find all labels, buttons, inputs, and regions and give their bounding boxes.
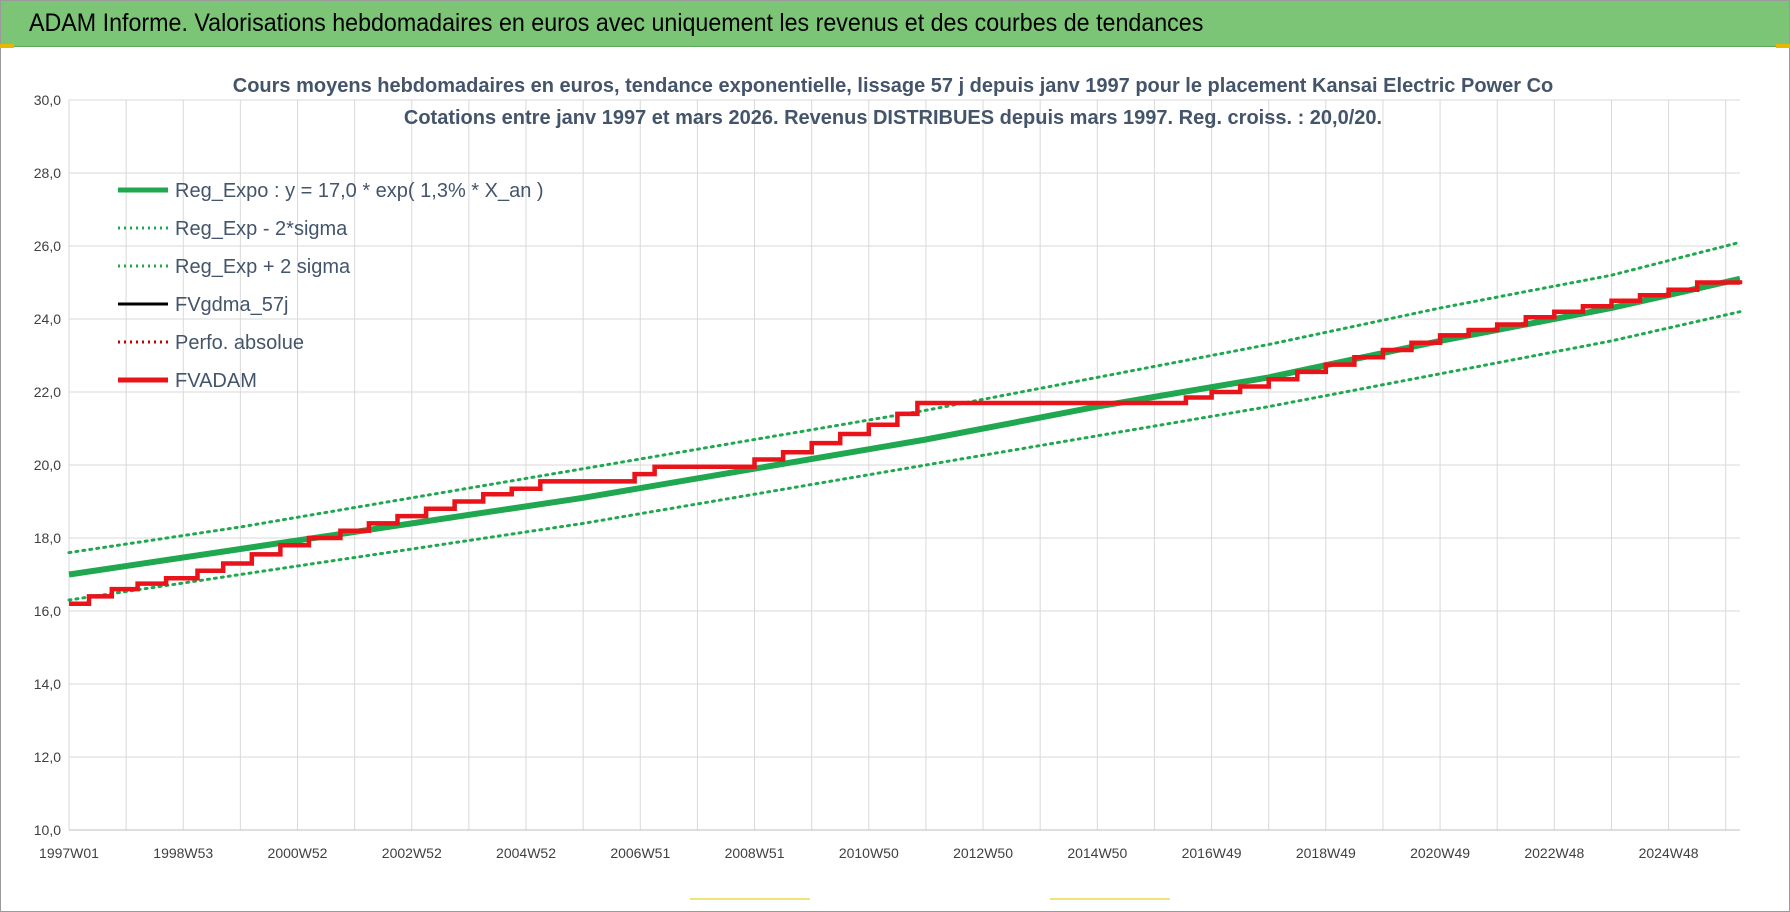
legend-item: FVADAM xyxy=(118,370,257,392)
legend-label: Reg_Exp + 2 sigma xyxy=(175,256,351,278)
x-tick-label: 2016W49 xyxy=(1182,845,1242,861)
x-tick-label: 2012W50 xyxy=(953,845,1013,861)
legend-item: Perfo. absolue xyxy=(118,332,304,354)
y-tick-label: 30,0 xyxy=(34,92,61,108)
legend-item: Reg_Exp + 2 sigma xyxy=(118,256,351,278)
banner-title: ADAM Informe. Valorisations hebdomadaire… xyxy=(29,9,1204,37)
series-line-reg-expo xyxy=(68,275,1741,578)
x-tick-label: 2014W50 xyxy=(1067,845,1127,861)
legend-item: Reg_Expo : y = 17,0 * exp( 1,3% * X_an ) xyxy=(118,180,544,202)
legend-label: Perfo. absolue xyxy=(175,332,304,354)
x-tick-label: 2024W48 xyxy=(1639,845,1699,861)
series-line-reg-exp-plus-2sigma xyxy=(67,240,1742,555)
y-tick-label: 10,0 xyxy=(34,822,61,838)
series-line-fvadam xyxy=(69,280,1743,606)
x-tick-label: 2018W49 xyxy=(1296,845,1356,861)
x-tick-label: 1998W53 xyxy=(153,845,213,861)
bottom-marker xyxy=(690,898,810,900)
y-tick-label: 24,0 xyxy=(34,311,61,327)
x-tick-label: 2000W52 xyxy=(268,845,328,861)
corner-marker-right xyxy=(1776,44,1790,48)
y-tick-label: 18,0 xyxy=(34,530,61,546)
legend-label: FVADAM xyxy=(175,370,257,392)
legend-item: Reg_Exp - 2*sigma xyxy=(118,218,348,240)
y-tick-label: 12,0 xyxy=(34,749,61,765)
x-tick-label: 2008W51 xyxy=(725,845,785,861)
x-tick-label: 2002W52 xyxy=(382,845,442,861)
series-line-reg-exp-minus-2sigma xyxy=(67,310,1742,602)
x-tick-label: 2006W51 xyxy=(610,845,670,861)
grid-lines xyxy=(68,99,1740,831)
y-tick-label: 14,0 xyxy=(34,676,61,692)
y-tick-label: 28,0 xyxy=(34,165,61,181)
legend-label: FVgdma_57j xyxy=(175,294,288,316)
chart-title-line1: Cours moyens hebdomadaires en euros, ten… xyxy=(233,75,1553,97)
y-tick-label: 20,0 xyxy=(34,457,61,473)
bottom-marker xyxy=(1050,898,1170,900)
y-tick-label: 22,0 xyxy=(34,384,61,400)
y-tick-label: 16,0 xyxy=(34,603,61,619)
legend-label: Reg_Expo : y = 17,0 * exp( 1,3% * X_an ) xyxy=(175,180,544,202)
x-tick-label: 1997W01 xyxy=(39,845,99,861)
series-lines xyxy=(67,240,1743,606)
corner-marker-left xyxy=(0,44,14,48)
x-tick-label: 2020W49 xyxy=(1410,845,1470,861)
legend: Reg_Expo : y = 17,0 * exp( 1,3% * X_an )… xyxy=(118,180,544,392)
title-banner: ADAM Informe. Valorisations hebdomadaire… xyxy=(1,1,1789,47)
x-tick-labels: 1997W01 1998W53 2000W52 2002W52 2004W52 2006W… xyxy=(39,845,1699,861)
x-tick-label: 2022W48 xyxy=(1524,845,1584,861)
legend-label: Reg_Exp - 2*sigma xyxy=(175,218,348,240)
legend-item: FVgdma_57j xyxy=(118,294,288,316)
y-tick-label: 26,0 xyxy=(34,238,61,254)
chart-title-line2: Cotations entre janv 1997 et mars 2026. … xyxy=(404,107,1382,129)
x-tick-label: 2010W50 xyxy=(839,845,899,861)
y-tick-labels: 10,0 12,0 14,0 16,0 18,0 20,0 22,0 24,0 26,0 28,0… xyxy=(34,92,61,838)
x-tick-label: 2004W52 xyxy=(496,845,556,861)
